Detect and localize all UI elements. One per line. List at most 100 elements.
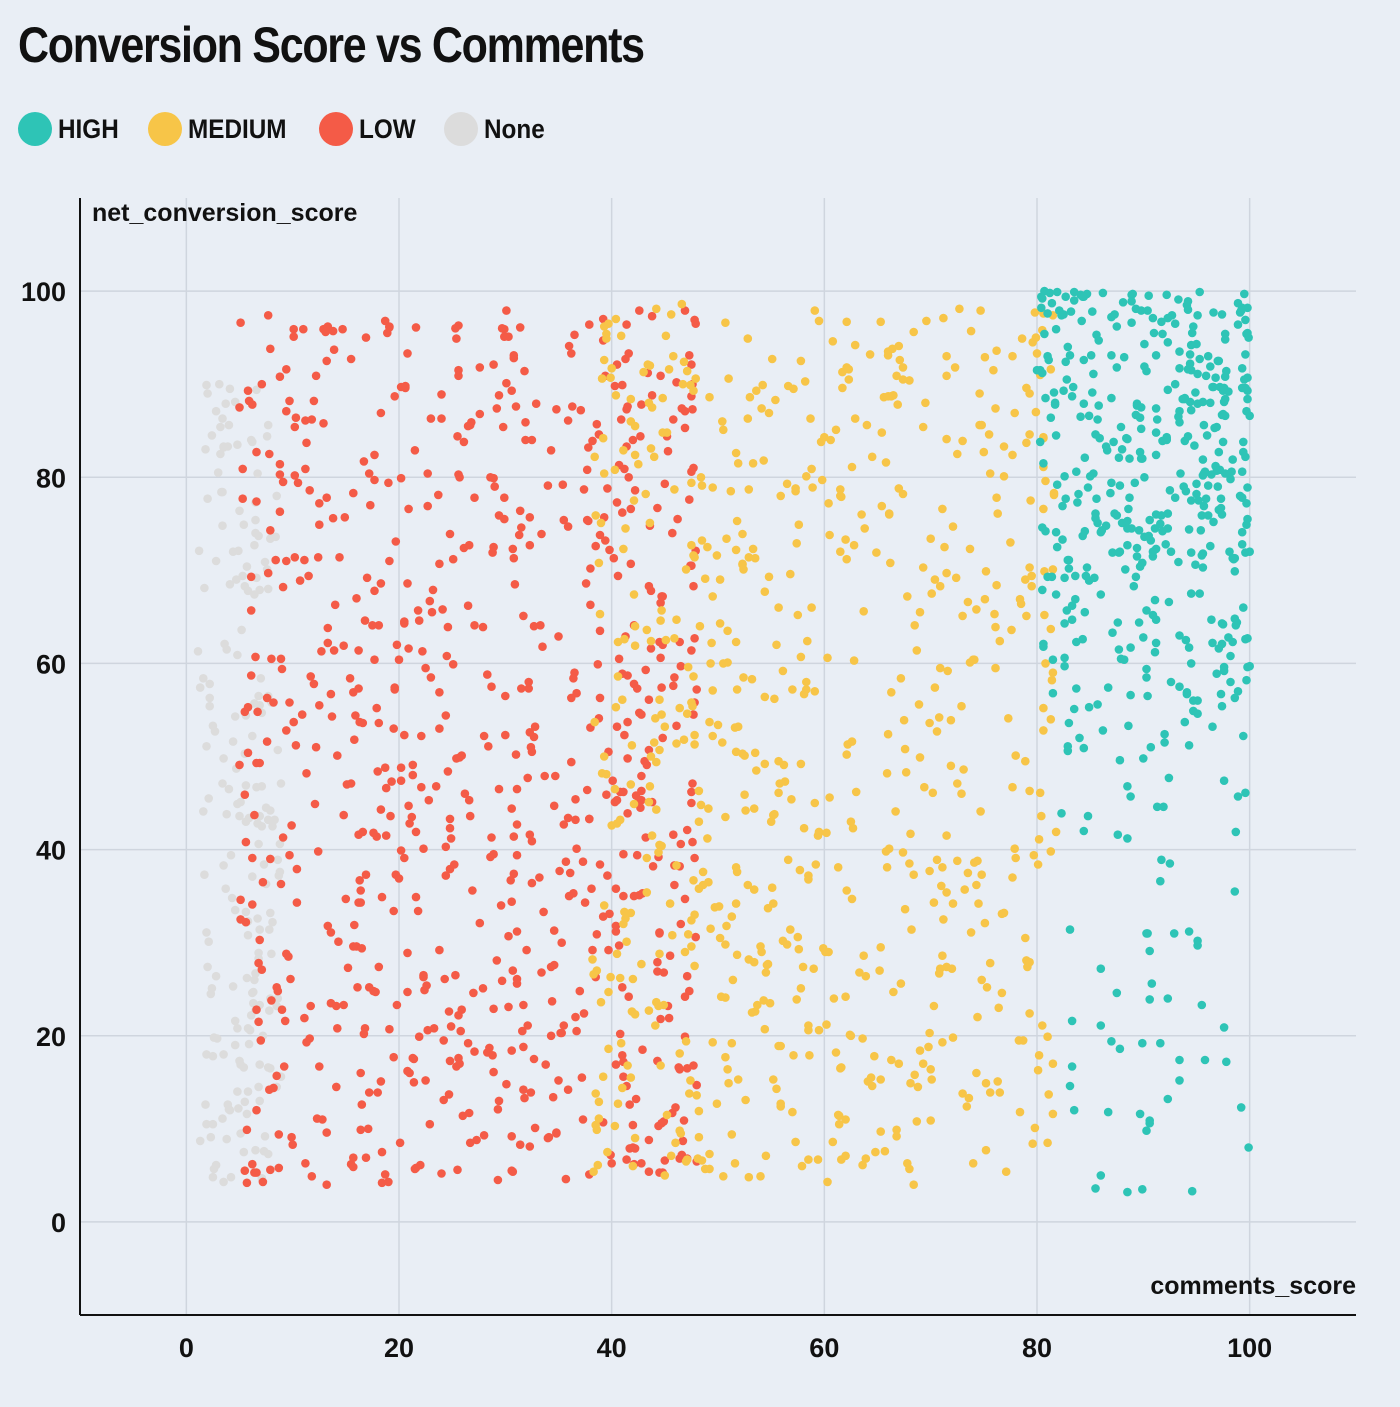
point-low [630, 486, 640, 495]
point-medium [731, 448, 741, 458]
point-medium [741, 806, 750, 815]
point-medium [963, 597, 973, 607]
point-low [608, 776, 617, 785]
point-medium [894, 484, 904, 493]
point-low [386, 811, 395, 821]
point-low [551, 771, 560, 781]
point-medium [791, 1137, 800, 1147]
point-low [285, 396, 294, 406]
point-high [1115, 481, 1125, 490]
point-low [500, 493, 509, 503]
point-high [1079, 743, 1089, 753]
point-low [323, 623, 333, 633]
point-medium [1041, 476, 1050, 486]
point-high [1083, 811, 1093, 821]
point-medium [948, 899, 958, 908]
point-medium [913, 1082, 923, 1092]
point-low [663, 446, 673, 456]
point-medium [962, 1102, 972, 1111]
point-high [1064, 718, 1074, 728]
point-high [1041, 393, 1050, 403]
point-medium [602, 769, 611, 779]
point-low [591, 541, 600, 551]
point-low [293, 478, 303, 488]
point-medium [613, 637, 623, 647]
point-medium [759, 456, 768, 465]
point-high [1051, 431, 1061, 440]
point-none [273, 855, 283, 865]
point-low [618, 1051, 627, 1060]
point-low [414, 1032, 424, 1041]
point-low [287, 821, 296, 830]
point-medium [851, 787, 861, 797]
point-low [520, 1093, 529, 1103]
point-high [1163, 1094, 1173, 1104]
point-high [1045, 288, 1055, 298]
point-high [1079, 355, 1089, 365]
point-low [530, 722, 540, 731]
point-low [451, 970, 460, 980]
point-low [644, 745, 654, 755]
point-high [1244, 1143, 1253, 1152]
point-medium [894, 1059, 904, 1068]
point-medium [984, 430, 994, 439]
point-low [691, 932, 700, 942]
point-medium [892, 1132, 901, 1141]
point-low [443, 622, 453, 632]
point-medium [894, 341, 904, 351]
point-low [450, 860, 459, 869]
point-medium [629, 590, 639, 599]
point-low [326, 689, 336, 699]
point-medium [942, 371, 951, 381]
point-medium [1033, 860, 1043, 869]
point-medium [665, 899, 675, 908]
point-low [479, 1131, 489, 1140]
point-low [519, 1000, 528, 1010]
point-low [358, 718, 368, 728]
point-medium [855, 968, 864, 977]
point-medium [713, 720, 723, 730]
point-high [1216, 689, 1226, 699]
point-high [1181, 635, 1191, 645]
point-medium [596, 518, 606, 528]
point-low [253, 707, 262, 717]
point-medium [942, 831, 951, 840]
point-low [581, 579, 591, 588]
point-high [1110, 310, 1119, 319]
point-low [648, 862, 658, 871]
point-low [595, 860, 605, 869]
point-high [1127, 318, 1136, 328]
point-low [496, 901, 506, 910]
point-low [463, 421, 473, 431]
point-medium [708, 483, 717, 492]
point-low [456, 1026, 466, 1036]
data-points [193, 286, 1254, 1197]
point-high [1194, 496, 1203, 505]
point-medium [599, 355, 609, 365]
point-high [1069, 1105, 1079, 1115]
y-tick-label: 60 [36, 649, 66, 679]
point-medium [658, 393, 667, 403]
grid [80, 198, 1356, 1315]
point-medium [769, 1075, 778, 1084]
point-low [507, 897, 516, 906]
point-medium [593, 1160, 603, 1170]
point-medium [703, 542, 712, 552]
point-low [242, 1178, 252, 1188]
point-medium [738, 560, 747, 569]
point-high [1109, 437, 1118, 447]
point-low [525, 728, 535, 737]
point-high [1138, 1185, 1147, 1194]
point-low [315, 520, 324, 529]
point-none [205, 679, 214, 689]
point-low [515, 506, 525, 516]
point-low [265, 1085, 274, 1094]
point-low [638, 1045, 647, 1054]
point-none [208, 721, 218, 731]
point-medium [611, 314, 621, 324]
point-low [275, 507, 285, 516]
point-medium [664, 365, 674, 374]
point-medium [719, 659, 728, 668]
point-low [277, 664, 287, 674]
point-high [1123, 434, 1132, 444]
